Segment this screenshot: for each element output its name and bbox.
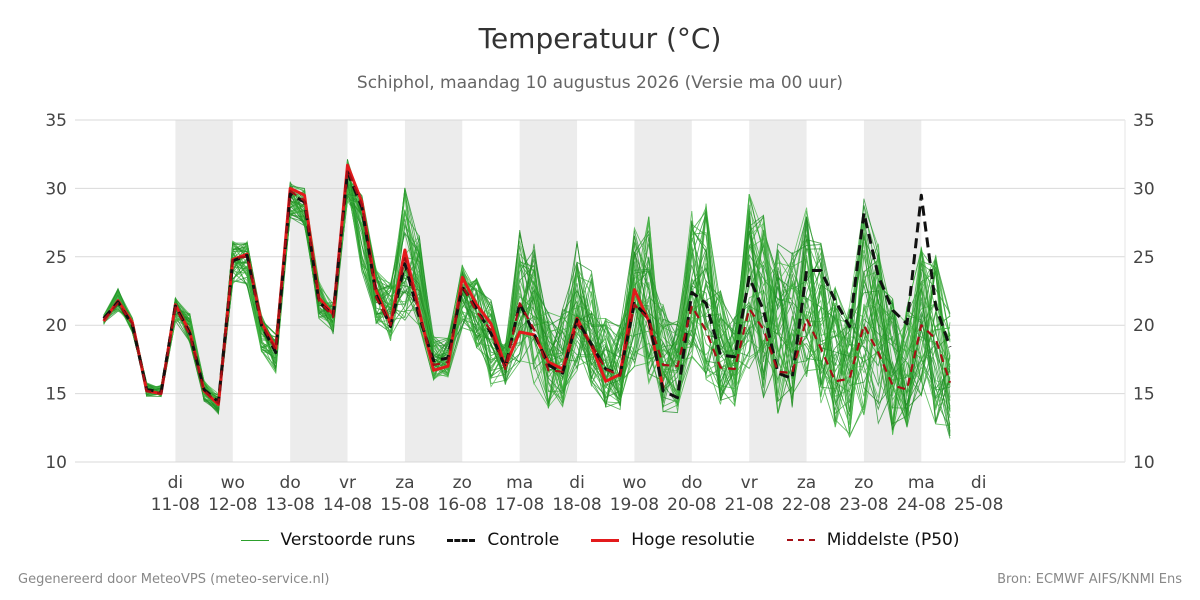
x-tick-day-label: di (971, 473, 987, 493)
ensemble-member-line (103, 200, 951, 416)
legend-item-high-res: Hoge resolutie (591, 530, 755, 550)
x-tick-day-label: do (280, 473, 301, 493)
x-tick-date-label: 21-08 (724, 495, 773, 515)
x-tick-day-label: di (168, 473, 184, 493)
ensemble-member-line (103, 179, 951, 423)
x-tick-date-label: 24-08 (897, 495, 946, 515)
ensemble-member-line (103, 173, 951, 439)
legend-item-control: Controle (447, 530, 559, 550)
weekday-band (175, 120, 233, 462)
x-tick-date-label: 23-08 (839, 495, 888, 515)
y-tick-label-right: 30 (1133, 179, 1155, 199)
footer-generator: Gegenereerd door MeteoVPS (meteo-service… (18, 572, 330, 587)
x-tick-date-label: 12-08 (208, 495, 257, 515)
footer-source: Bron: ECMWF AIFS/KNMI Ens (997, 572, 1182, 587)
legend-swatch-ensemble (240, 539, 269, 541)
x-tick-day-label: do (681, 473, 702, 493)
x-tick-day-label: zo (453, 473, 472, 493)
x-tick-day-label: vr (741, 473, 758, 493)
x-tick-day-label: wo (622, 473, 646, 493)
x-tick-date-label: 14-08 (323, 495, 372, 515)
legend-label-high-res: Hoge resolutie (631, 530, 755, 550)
x-tick-date-label: 11-08 (151, 495, 200, 515)
x-tick-date-label: 22-08 (782, 495, 831, 515)
legend-label-control: Controle (487, 530, 560, 550)
legend: Verstoorde runs Controle Hoge resolutie … (0, 530, 1200, 550)
x-tick-date-label: 25-08 (954, 495, 1003, 515)
x-tick-day-label: za (797, 473, 816, 493)
y-tick-label-right: 15 (1133, 385, 1155, 405)
y-tick-label-left: 30 (45, 179, 67, 199)
x-tick-day-label: vr (339, 473, 356, 493)
legend-item-median: Middelste (P50) (786, 530, 960, 550)
median-line (102, 168, 952, 405)
x-tick-day-label: di (569, 473, 585, 493)
y-tick-label-right: 35 (1133, 111, 1155, 131)
ensemble-member-line (103, 194, 951, 419)
x-tick-date-label: 20-08 (667, 495, 716, 515)
chart-title: Temperatuur (°C) (478, 22, 722, 55)
x-tick-day-label: ma (908, 473, 935, 493)
y-tick-label-right: 20 (1133, 316, 1155, 336)
x-tick-date-label: 15-08 (380, 495, 429, 515)
y-tick-label-left: 20 (45, 316, 67, 336)
plot-area (102, 159, 952, 439)
x-tick-date-label: 19-08 (610, 495, 659, 515)
legend-label-ensemble: Verstoorde runs (280, 530, 416, 550)
legend-swatch-median (786, 539, 815, 541)
ensemble-member-line (103, 193, 951, 424)
chart-subtitle: Schiphol, maandag 10 augustus 2026 (Vers… (356, 73, 844, 93)
x-tick-day-label: wo (221, 473, 245, 493)
x-tick-date-label: 17-08 (495, 495, 544, 515)
ensemble-member-line (103, 189, 951, 427)
weekday-band (863, 120, 922, 462)
ensemble-member-line (103, 176, 951, 402)
legend-item-ensemble: Verstoorde runs (240, 530, 416, 550)
y-tick-label-left: 15 (45, 385, 67, 405)
y-tick-label-right: 10 (1133, 453, 1155, 473)
y-tick-label-left: 10 (45, 453, 67, 473)
y-tick-label-left: 35 (45, 111, 67, 131)
x-tick-day-label: ma (506, 473, 533, 493)
x-tick-day-label: zo (854, 473, 873, 493)
x-tick-date-label: 13-08 (265, 495, 314, 515)
y-tick-label-right: 25 (1133, 248, 1155, 268)
x-tick-day-label: za (395, 473, 414, 493)
legend-label-median: Middelste (P50) (826, 530, 960, 550)
legend-swatch-control (447, 538, 476, 542)
x-tick-date-label: 18-08 (552, 495, 601, 515)
x-tick-date-label: 16-08 (438, 495, 487, 515)
legend-swatch-high-res (591, 538, 620, 542)
y-tick-label-left: 25 (45, 248, 67, 268)
